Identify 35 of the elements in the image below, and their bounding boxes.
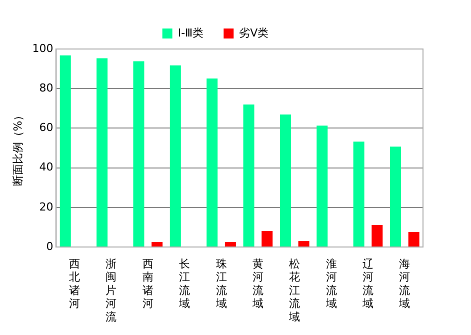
y-tick-label: 20 <box>39 200 54 214</box>
bar <box>243 104 254 246</box>
bar <box>280 114 291 246</box>
bar <box>206 78 218 246</box>
bar <box>262 230 273 246</box>
x-tick-label: 松花江流域 <box>288 257 300 324</box>
x-tick-label: 西南诸河 <box>142 257 154 310</box>
bar <box>170 65 181 246</box>
y-tick-label: 80 <box>39 81 54 94</box>
x-tick-label: 淮河流域 <box>324 257 337 310</box>
bar <box>96 58 108 246</box>
y-tick-label: 100 <box>32 42 54 55</box>
bar <box>390 146 401 246</box>
x-tick-label: 浙闽片河流 <box>106 257 117 324</box>
legend-label: Ⅰ-Ⅲ类 <box>178 26 204 40</box>
bar <box>408 232 420 246</box>
bar <box>152 242 163 246</box>
bar <box>133 61 144 246</box>
bar <box>224 242 236 246</box>
y-axis-title: 断面比例（%） <box>11 110 24 186</box>
y-tick-label: 0 <box>46 240 54 253</box>
legend-label: 劣Ⅴ类 <box>239 26 269 40</box>
x-tick-label: 珠江流域 <box>214 257 227 310</box>
x-tick-label: 辽河流域 <box>361 257 374 310</box>
x-tick-label: 黄河流域 <box>251 257 264 310</box>
bar <box>298 241 310 246</box>
bar <box>316 126 328 246</box>
bar <box>353 142 364 246</box>
y-tick-label: 40 <box>39 160 54 174</box>
y-tick-label: 60 <box>39 121 54 134</box>
x-tick-label: 长江流域 <box>178 257 190 310</box>
bar <box>60 55 71 246</box>
bar <box>372 225 383 246</box>
x-tick-label: 西北诸河 <box>69 257 80 310</box>
x-tick-label: 海河流域 <box>398 257 410 310</box>
